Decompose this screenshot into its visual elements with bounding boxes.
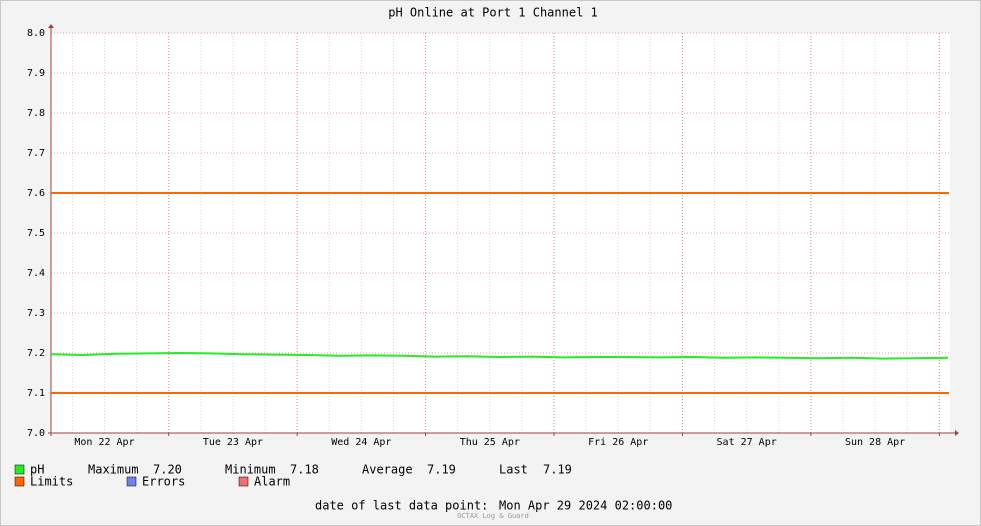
x-tick-label: Sun 28 Apr [845,437,905,448]
y-tick-label: 7.1 [27,388,45,399]
legend-swatch [126,476,137,487]
legend-swatch [14,464,25,475]
stat-name: Last [499,463,528,477]
y-tick-label: 7.3 [27,308,45,319]
x-tick-label: Sat 27 Apr [717,437,777,448]
watermark: OCTAX Log & Guard [457,512,529,520]
stat-value: 7.20 [153,463,182,477]
footer-date: Mon Apr 29 2024 02:00:00 [499,499,672,513]
x-tick-label: Mon 22 Apr [74,437,134,448]
y-tick-label: 7.2 [27,348,45,359]
legend-swatch [238,476,249,487]
chart-title: pH Online at Port 1 Channel 1 [388,6,598,20]
legend-label: Alarm [254,475,290,489]
y-axis-arrow [48,24,54,28]
y-tick-label: 7.5 [27,228,45,239]
y-tick-label: 7.9 [27,68,45,79]
plot-area [51,33,950,433]
x-tick-label: Fri 26 Apr [588,437,648,448]
y-tick-label: 7.6 [27,188,45,199]
y-tick-label: 7.7 [27,148,45,159]
stat-name: Maximum [88,463,139,477]
footer-label: date of last data point: [315,499,488,513]
y-tick-label: 7.0 [27,428,45,439]
x-tick-label: Thu 25 Apr [460,437,520,448]
legend-label: Limits [30,475,73,489]
stat-value: 7.19 [427,463,456,477]
x-tick-label: Tue 23 Apr [203,437,263,448]
x-tick-label: Wed 24 Apr [331,437,391,448]
legend-label: pH [30,463,44,477]
stat-name: Average [362,463,413,477]
stat-name: Minimum [225,463,276,477]
y-tick-label: 7.4 [27,268,45,279]
legend-swatch [14,476,25,487]
x-axis-arrow [955,430,959,436]
data-line [50,351,949,360]
y-tick-label: 7.8 [27,108,45,119]
legend-label: Errors [142,475,185,489]
stat-value: 7.18 [290,463,319,477]
stat-value: 7.19 [543,463,572,477]
y-tick-label: 8.0 [27,28,45,39]
